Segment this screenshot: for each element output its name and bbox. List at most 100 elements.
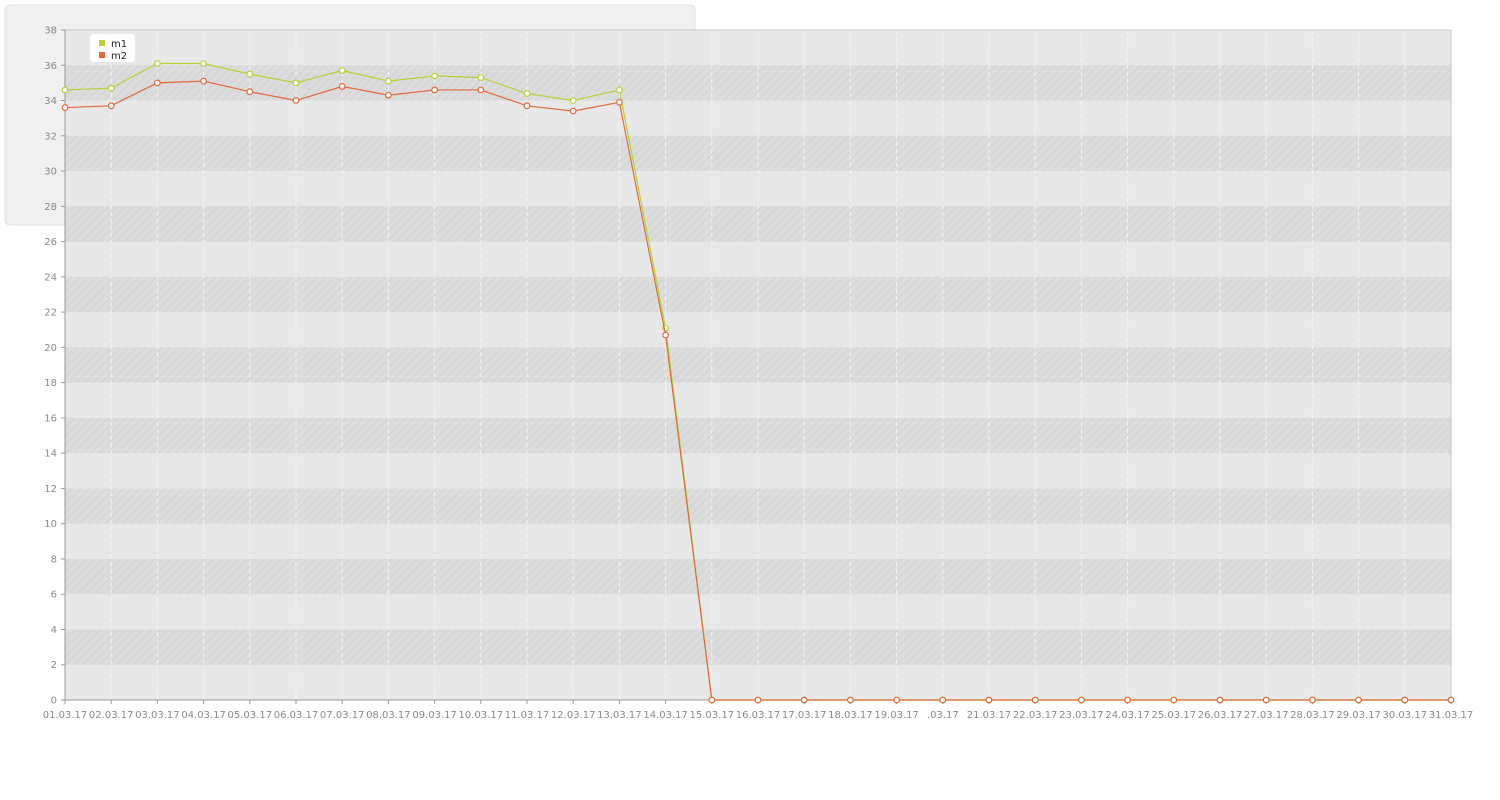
data-point-m2 <box>939 696 947 704</box>
y-tick-label: 10 <box>44 519 57 530</box>
grid-bands <box>65 65 1451 665</box>
y-tick-label: 6 <box>51 590 57 601</box>
x-tick-label: 14.03.17 <box>643 710 688 721</box>
data-point-m1 <box>385 77 392 85</box>
data-point-m2 <box>1308 696 1316 704</box>
x-tick-label: 30.03.17 <box>1383 710 1428 721</box>
x-tick-label: 18.03.17 <box>828 710 873 721</box>
x-tick-label: 29.03.17 <box>1336 710 1381 721</box>
legend-label-m1: m1 <box>111 39 127 50</box>
y-tick-label: 12 <box>44 484 57 495</box>
data-point-m2 <box>1447 696 1455 704</box>
data-point-m2 <box>292 97 300 104</box>
x-tick-label: 11.03.17 <box>505 710 550 721</box>
x-axis-ticks: 01.03.17 02.03.17 03.03.17 04.03.17 05.03.17… <box>43 700 1474 721</box>
y-tick-label: 18 <box>44 378 57 389</box>
data-point-m2 <box>61 104 69 111</box>
x-tick-label: 07.03.17 <box>320 710 365 721</box>
x-tick-label: 04.03.17 <box>181 710 226 721</box>
x-tick-label: 02.03.17 <box>89 710 134 721</box>
data-point-m1 <box>431 72 439 80</box>
data-point-m2 <box>1031 696 1039 704</box>
data-point-m2 <box>1262 696 1270 704</box>
data-point-m2 <box>569 107 577 115</box>
data-point-m1 <box>246 70 254 78</box>
x-tick-label: 08.03.17 <box>366 710 411 721</box>
y-tick-label: 2 <box>51 660 57 671</box>
data-point-m1 <box>200 60 208 67</box>
x-tick-label: 16.03.17 <box>736 710 781 721</box>
data-point-m2 <box>1401 696 1409 704</box>
data-point-m2 <box>985 696 993 704</box>
data-point-m2 <box>200 77 208 85</box>
x-tick-label: 31.03.17 <box>1429 710 1474 721</box>
x-tick-label: 13.03.17 <box>597 710 642 721</box>
x-tick-label: 06.03.17 <box>274 710 319 721</box>
x-tick-label: 26.03.17 <box>1198 710 1243 721</box>
y-tick-label: 32 <box>44 131 57 142</box>
data-point-m2 <box>800 696 808 704</box>
x-tick-label: 01.03.17 <box>43 710 88 721</box>
x-tick-label: 19.03.17 <box>874 710 919 721</box>
data-point-m2 <box>708 696 716 704</box>
legend: m1 m2 <box>90 34 135 62</box>
data-point-m1 <box>292 79 300 87</box>
legend-label-m2: m2 <box>111 51 127 62</box>
data-point-m1 <box>523 90 531 97</box>
x-tick-label: 25.03.17 <box>1152 710 1197 721</box>
x-tick-label: 24.03.17 <box>1105 710 1150 721</box>
x-tick-label: 17.03.17 <box>782 710 827 721</box>
legend-swatch-m2 <box>99 52 105 58</box>
x-tick-label: 09.03.17 <box>412 710 457 721</box>
y-tick-label: 38 <box>44 26 57 37</box>
y-tick-label: 36 <box>44 61 57 72</box>
data-point-m2 <box>385 91 392 99</box>
data-point-m2 <box>1124 696 1131 704</box>
x-tick-label: 05.03.17 <box>228 710 273 721</box>
x-tick-label: 10.03.17 <box>459 710 504 721</box>
x-tick-label: 12.03.17 <box>551 710 596 721</box>
data-point-m1 <box>477 74 485 82</box>
data-point-m2 <box>1170 696 1178 704</box>
x-tick-label: 27.03.17 <box>1244 710 1289 721</box>
y-tick-label: 8 <box>51 554 57 565</box>
x-tick-label: 22.03.17 <box>1013 710 1058 721</box>
y-tick-label: 30 <box>44 167 57 178</box>
data-point-m2 <box>1355 696 1362 704</box>
data-point-m2 <box>107 102 115 110</box>
x-tick-label: 03.03.17 <box>135 710 180 721</box>
data-point-m2 <box>153 79 161 87</box>
y-tick-label: 26 <box>44 237 57 248</box>
y-tick-label: 14 <box>44 449 57 460</box>
legend-swatch-m1 <box>99 40 105 46</box>
data-point-m2 <box>1077 696 1085 704</box>
x-tick-label: 15.03.17 <box>690 710 735 721</box>
y-tick-label: 34 <box>44 96 57 107</box>
data-point-m1 <box>107 84 115 92</box>
data-point-m2 <box>523 102 531 110</box>
data-point-m2 <box>616 98 623 106</box>
series-m2 <box>61 77 1455 704</box>
series-layer <box>61 60 1455 704</box>
data-point-m1 <box>569 97 577 104</box>
y-tick-label: 22 <box>44 308 57 319</box>
x-tick-label: 23.03.17 <box>1059 710 1104 721</box>
y-tick-label: 24 <box>44 272 57 283</box>
data-point-m2 <box>662 331 669 339</box>
data-point-m1 <box>616 86 623 94</box>
data-point-m1 <box>338 67 346 74</box>
y-tick-label: 4 <box>51 625 57 636</box>
data-point-m1 <box>61 86 69 94</box>
data-point-m2 <box>246 88 254 96</box>
data-point-m2 <box>893 696 900 704</box>
y-tick-label: 16 <box>44 413 57 424</box>
data-point-m2 <box>847 696 854 704</box>
y-tick-label: 0 <box>51 696 57 707</box>
x-tick-label: 21.03.17 <box>967 710 1012 721</box>
x-tick-label: 28.03.17 <box>1290 710 1335 721</box>
y-tick-label: 20 <box>44 343 57 354</box>
data-point-m2 <box>338 83 346 90</box>
data-point-m2 <box>431 86 439 94</box>
